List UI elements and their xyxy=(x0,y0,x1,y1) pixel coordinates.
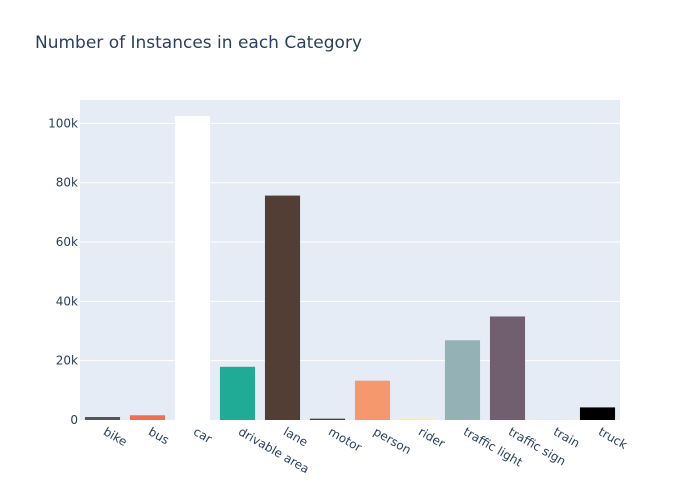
bar-traffic-sign xyxy=(489,316,526,420)
bar-person xyxy=(354,380,391,420)
y-tick-label: 40k xyxy=(56,294,78,308)
x-tick-label: motor xyxy=(326,424,364,454)
bar-car xyxy=(174,115,211,420)
x-tick-label: person xyxy=(371,424,414,457)
bar-drivable-area xyxy=(219,366,256,420)
bar-rider xyxy=(399,418,436,420)
plot-area xyxy=(80,100,620,420)
bar-traffic-light xyxy=(444,340,481,420)
bar-motor xyxy=(309,418,346,420)
x-tick-label: truck xyxy=(596,424,630,452)
y-axis-ticks: 0 20k 40k 60k 80k 100k xyxy=(48,116,78,427)
bar-bus xyxy=(129,415,166,420)
y-tick-label: 100k xyxy=(48,116,78,130)
gridlines xyxy=(80,122,620,362)
x-tick-label: bike xyxy=(101,424,130,449)
x-tick-label: bus xyxy=(146,424,172,447)
x-tick-label: car xyxy=(191,424,214,446)
chart-title: Number of Instances in each Category xyxy=(35,33,363,53)
y-tick-label: 20k xyxy=(56,354,78,368)
x-tick-label: lane xyxy=(281,424,310,449)
y-tick-label: 0 xyxy=(70,413,78,427)
x-tick-label: rider xyxy=(416,424,447,450)
x-tick-label: train xyxy=(551,424,582,450)
bar-truck xyxy=(579,407,616,420)
y-tick-label: 60k xyxy=(56,235,78,249)
bar-bike xyxy=(84,417,121,420)
bars xyxy=(84,115,616,420)
bar-lane xyxy=(264,195,301,420)
y-tick-label: 80k xyxy=(56,176,78,190)
